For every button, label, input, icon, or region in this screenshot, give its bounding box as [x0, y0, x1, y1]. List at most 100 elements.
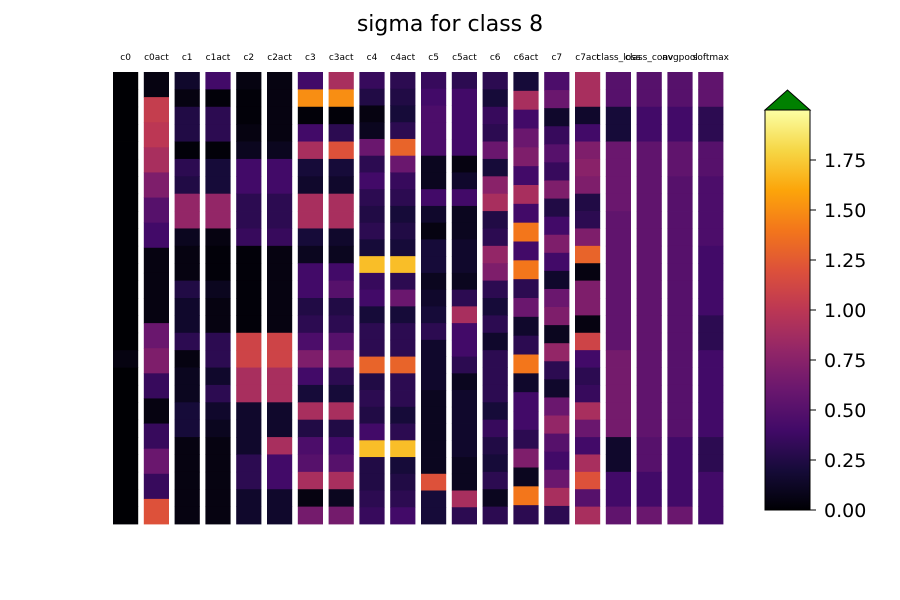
heatmap-cell — [451, 306, 477, 324]
heatmap-cell — [421, 88, 447, 106]
heatmap-cell — [143, 222, 169, 249]
heatmap-cell — [421, 222, 447, 240]
heatmap-cell — [267, 298, 293, 316]
heatmap-cell — [667, 367, 693, 386]
heatmap-cell — [267, 158, 293, 177]
heatmap-cell — [205, 280, 231, 299]
heatmap-cell — [513, 72, 539, 92]
heatmap-cell — [575, 402, 601, 421]
heatmap-cell — [328, 124, 354, 142]
heatmap-cell — [297, 176, 323, 195]
heatmap-cell — [451, 373, 477, 391]
heatmap-cell — [113, 141, 139, 160]
heatmap-cell — [113, 298, 139, 316]
heatmap-cell — [297, 384, 323, 403]
heatmap-cell — [513, 467, 539, 487]
heatmap-cell — [236, 298, 262, 316]
heatmap-cell — [421, 507, 447, 525]
heatmap-cell — [174, 89, 200, 108]
heatmap-cell — [605, 176, 631, 195]
heatmap-cell — [390, 373, 416, 391]
heatmap-cell — [359, 105, 385, 123]
heatmap-cell — [267, 332, 293, 351]
heatmap-cell — [544, 144, 570, 163]
heatmap-cell — [575, 193, 601, 212]
heatmap-cell — [205, 193, 231, 212]
heatmap-cell — [544, 325, 570, 344]
heatmap-cell — [513, 298, 539, 318]
heatmap-cell — [667, 245, 693, 264]
heatmap-cell — [236, 489, 262, 508]
heatmap-cell — [267, 211, 293, 229]
heatmap-cell — [113, 106, 139, 125]
heatmap-cell — [390, 473, 416, 491]
heatmap-cell — [482, 506, 508, 525]
heatmap-cell — [482, 263, 508, 282]
heatmap-cell — [451, 122, 477, 140]
heatmap-cell — [575, 141, 601, 160]
heatmap-cell — [359, 507, 385, 525]
column-label-c6act: c6act — [514, 53, 539, 63]
heatmap-cell — [267, 280, 293, 299]
heatmap-cell — [605, 332, 631, 351]
colorbar-tick-label: 1.00 — [824, 300, 866, 322]
heatmap-cell — [297, 332, 323, 351]
heatmap-cell — [544, 180, 570, 199]
heatmap-cell — [482, 124, 508, 142]
heatmap-cell — [451, 457, 477, 475]
heatmap-cell — [482, 437, 508, 455]
heatmap-cell — [143, 272, 169, 299]
heatmap-cell — [236, 106, 262, 125]
heatmap-cell — [174, 106, 200, 125]
heatmap-cell — [143, 423, 169, 450]
heatmap-cell — [267, 489, 293, 508]
heatmap-cell — [328, 402, 354, 421]
heatmap-cell — [328, 419, 354, 438]
heatmap-cell — [513, 109, 539, 129]
heatmap-cell — [575, 72, 601, 90]
heatmap-cell — [575, 471, 601, 490]
heatmap-cell — [698, 193, 724, 212]
heatmap-cell — [359, 138, 385, 157]
heatmap-cell — [482, 419, 508, 438]
heatmap-cell — [174, 228, 200, 247]
heatmap-cell — [328, 384, 354, 403]
heatmap-cell — [482, 454, 508, 473]
heatmap-cell — [113, 437, 139, 455]
heatmap-cell — [174, 350, 200, 368]
heatmap-cell — [636, 228, 662, 247]
heatmap-cell — [575, 454, 601, 473]
heatmap-cell — [297, 471, 323, 490]
heatmap-cell — [575, 106, 601, 125]
heatmap-cell — [698, 245, 724, 264]
heatmap-cell — [143, 72, 169, 98]
heatmap-cell — [421, 339, 447, 357]
heatmap-cell — [451, 507, 477, 525]
heatmap-cell — [482, 211, 508, 229]
heatmap-cell — [482, 298, 508, 316]
heatmap-cell — [421, 205, 447, 224]
heatmap-cell — [421, 189, 447, 207]
heatmap-cell — [113, 350, 139, 368]
heatmap-cell — [636, 280, 662, 299]
heatmap-cell — [236, 471, 262, 490]
heatmap-cell — [421, 473, 447, 491]
heatmap-cell — [667, 298, 693, 316]
heatmap-cell — [297, 106, 323, 125]
heatmap-cell — [205, 454, 231, 473]
heatmap-cell — [513, 128, 539, 148]
heatmap-cell — [544, 126, 570, 145]
heatmap-cell — [482, 489, 508, 508]
heatmap-cell — [390, 155, 416, 173]
heatmap-cell — [143, 398, 169, 424]
heatmap-cell — [482, 471, 508, 490]
heatmap-cell — [328, 176, 354, 195]
heatmap-cell — [636, 419, 662, 438]
heatmap-cell — [328, 89, 354, 108]
heatmap-cell — [636, 158, 662, 177]
heatmap-cell — [236, 124, 262, 142]
heatmap-cell — [267, 384, 293, 403]
heatmap-cell — [636, 106, 662, 125]
heatmap-cell — [174, 193, 200, 212]
heatmap-cell — [236, 176, 262, 195]
